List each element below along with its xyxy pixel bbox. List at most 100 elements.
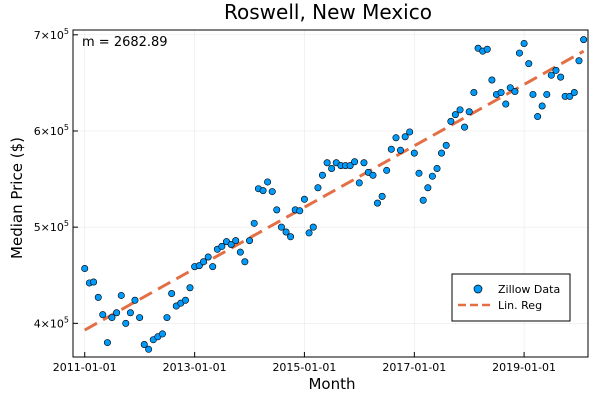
plot-frame — [72, 29, 589, 358]
data-point — [396, 146, 404, 154]
data-point — [465, 108, 473, 116]
y-tick-label: 7×105 — [34, 27, 69, 42]
data-point — [580, 36, 588, 44]
data-point — [277, 223, 285, 231]
data-point — [113, 309, 121, 317]
data-point — [218, 242, 226, 250]
legend-marker-zillow — [473, 284, 483, 294]
data-point — [145, 345, 153, 353]
data-point — [305, 229, 313, 237]
data-point — [369, 171, 377, 179]
data-point — [181, 296, 189, 304]
legend-label-regression: Lin. Reg — [498, 299, 542, 312]
data-point — [456, 106, 464, 114]
data-point — [168, 290, 176, 298]
data-point — [373, 199, 381, 207]
data-point — [250, 219, 258, 227]
points-layer — [81, 36, 588, 353]
data-point — [241, 258, 249, 266]
data-point — [419, 196, 427, 204]
data-point — [126, 309, 134, 317]
data-point — [392, 134, 400, 142]
data-point — [378, 192, 386, 200]
data-point — [515, 49, 523, 57]
data-point — [318, 171, 326, 179]
chart-title: Roswell, New Mexico — [224, 0, 432, 24]
data-point — [547, 71, 555, 79]
legend-label-zillow: Zillow Data — [498, 283, 560, 296]
data-point — [401, 133, 409, 141]
data-point — [461, 123, 469, 131]
data-point — [90, 278, 98, 286]
data-point — [282, 228, 290, 236]
data-point — [328, 164, 336, 172]
y-tick-label: 5×105 — [34, 219, 69, 234]
data-point — [575, 57, 583, 65]
data-point — [103, 339, 111, 347]
data-point — [488, 76, 496, 84]
data-point — [483, 45, 491, 53]
data-point — [117, 291, 125, 299]
slope-annotation: m = 2682.89 — [82, 35, 168, 50]
data-point — [566, 92, 574, 100]
data-point — [415, 169, 423, 177]
data-point — [497, 89, 505, 97]
data-point — [552, 66, 560, 74]
data-point — [273, 206, 281, 214]
data-point — [451, 111, 459, 119]
x-tick-label: 2011-01-01 — [53, 361, 117, 374]
data-point — [529, 90, 537, 98]
x-tick-label: 2019-01-01 — [492, 361, 556, 374]
y-tick-label: 4×105 — [34, 315, 69, 330]
x-tick-label: 2013-01-01 — [163, 361, 227, 374]
data-point — [470, 89, 478, 97]
data-point — [94, 293, 102, 301]
data-point — [543, 90, 551, 98]
data-point — [204, 253, 212, 261]
data-point — [360, 159, 368, 167]
x-ticks: 2011-01-01 2013-01-01 2015-01-01 2017-01-01… — [53, 352, 556, 374]
data-point — [351, 158, 359, 166]
data-point — [570, 89, 578, 97]
data-point — [186, 284, 194, 292]
data-point — [323, 159, 331, 167]
data-point — [525, 60, 533, 68]
data-point — [108, 314, 116, 322]
grid — [73, 30, 588, 357]
data-point — [122, 319, 130, 327]
data-point — [81, 265, 89, 273]
data-point — [131, 296, 139, 304]
data-point — [383, 166, 391, 174]
data-point — [264, 178, 272, 186]
data-point — [433, 164, 441, 172]
data-point — [442, 141, 450, 149]
x-tick-label: 2017-01-01 — [382, 361, 446, 374]
x-tick-label: 2015-01-01 — [272, 361, 336, 374]
legend-box — [451, 273, 571, 322]
data-point — [209, 263, 217, 271]
data-point — [227, 240, 235, 248]
data-point — [140, 340, 148, 348]
regression-layer — [83, 49, 585, 332]
data-point — [502, 100, 510, 108]
data-point — [163, 314, 171, 322]
data-point — [309, 223, 317, 231]
data-point — [232, 237, 240, 245]
x-axis-title: Month — [308, 375, 355, 393]
y-ticks: 4×105 5×105 6×105 7×105 — [34, 27, 78, 330]
data-point — [387, 145, 395, 153]
data-point — [158, 330, 166, 338]
data-point — [557, 73, 565, 81]
data-point — [506, 84, 514, 92]
data-point — [268, 188, 276, 196]
y-tick-label: 6×105 — [34, 123, 69, 138]
data-point — [300, 195, 308, 203]
data-point — [246, 237, 254, 245]
data-point — [296, 207, 304, 215]
data-point — [428, 172, 436, 180]
data-point — [287, 233, 295, 241]
data-point — [200, 258, 208, 266]
data-point — [438, 149, 446, 157]
